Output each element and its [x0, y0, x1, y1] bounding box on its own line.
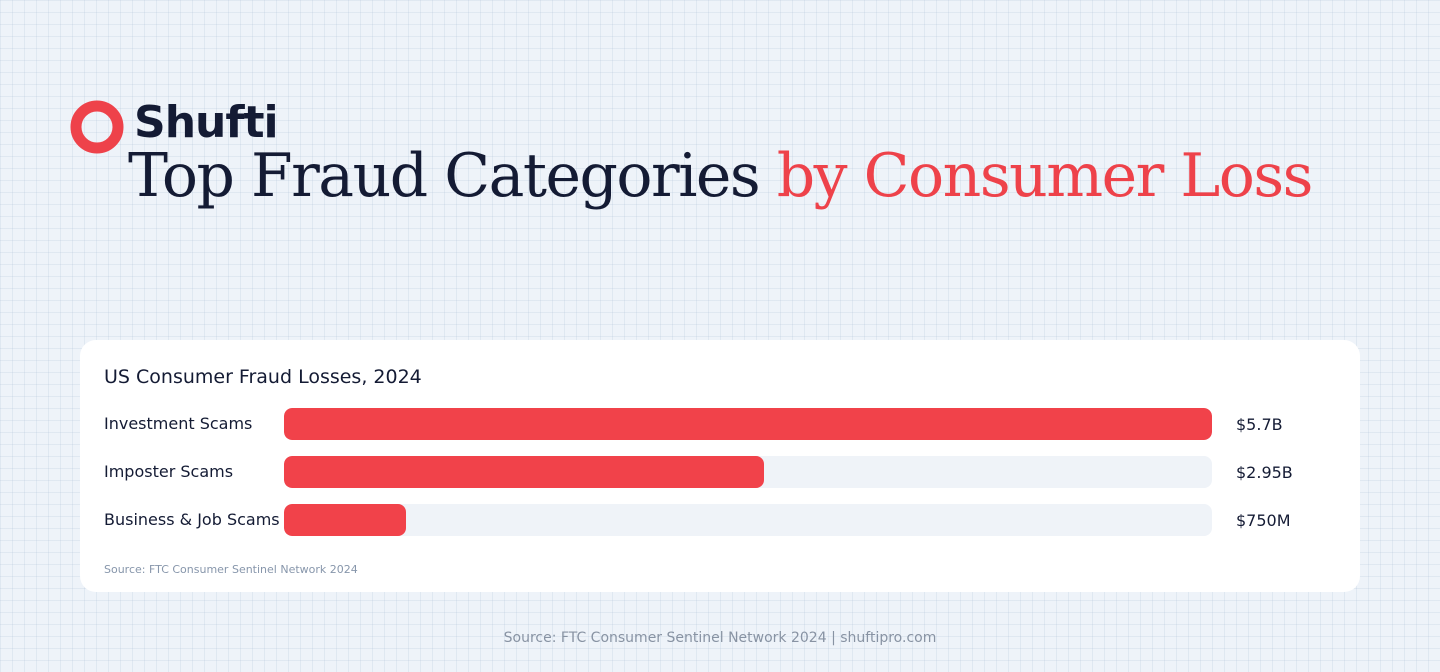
shufti-logo-icon: [70, 100, 124, 154]
bar-category-label: Business & Job Scams: [104, 510, 280, 529]
chart-source: Source: FTC Consumer Sentinel Network 20…: [104, 563, 358, 576]
bar-track: [284, 504, 1212, 536]
bar-fill: [284, 408, 1212, 440]
bar-row: Business & Job Scams $750M: [104, 504, 1344, 536]
bar-value-label: $2.95B: [1236, 463, 1293, 482]
bar-fill: [284, 504, 406, 536]
bar-fill: [284, 456, 764, 488]
brand-name: Shufti: [134, 97, 279, 148]
brand-logo: Shufti: [66, 96, 279, 158]
bar-track: [284, 456, 1212, 488]
bar-track: [284, 408, 1212, 440]
bar-row: Imposter Scams $2.95B: [104, 456, 1344, 488]
footer-source: Source: FTC Consumer Sentinel Network 20…: [503, 630, 937, 646]
bar-row: Investment Scams $5.7B: [104, 408, 1344, 440]
chart-title: US Consumer Fraud Losses, 2024: [104, 366, 422, 388]
bar-value-label: $5.7B: [1236, 415, 1283, 434]
bar-category-label: Investment Scams: [104, 414, 253, 433]
headline-accent: by Consumer Loss: [776, 141, 1314, 211]
bar-category-label: Imposter Scams: [104, 462, 234, 481]
bar-value-label: $750M: [1236, 511, 1291, 530]
chart-card: US Consumer Fraud Losses, 2024 Investmen…: [80, 340, 1360, 592]
page-headline: Top Fraud Categories by Consumer Loss: [0, 140, 1440, 212]
headline-main: Top Fraud Categories: [128, 141, 777, 211]
